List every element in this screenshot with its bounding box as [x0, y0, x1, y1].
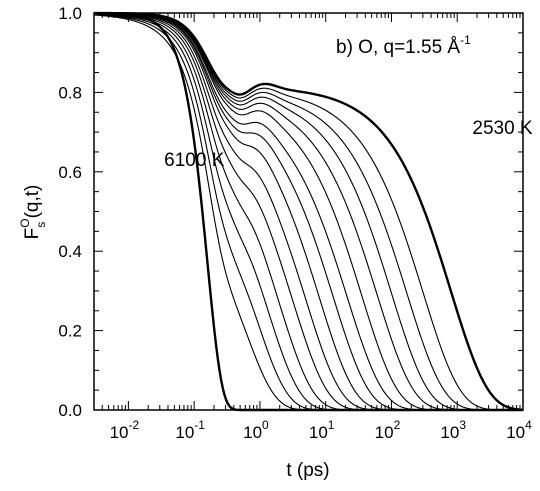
y-axis-title-sup: O — [18, 218, 32, 227]
y-axis-title-base: F — [22, 228, 43, 240]
y-tick-label: 1.0 — [58, 4, 82, 23]
y-axis-title-args: (q,t) — [22, 185, 43, 219]
curve-15 — [93, 11, 524, 411]
y-axis-title-sub: s — [34, 222, 48, 228]
x-tick-label: 100 — [243, 418, 269, 442]
y-tick-label: 0.2 — [58, 322, 82, 341]
panel-label-sup: -1 — [460, 33, 471, 47]
y-axis-title: FsO(q,t) — [18, 185, 48, 240]
x-tick-label: 103 — [440, 418, 466, 442]
y-tick-label: 0.4 — [58, 242, 82, 261]
y-tick-label: 0.0 — [58, 401, 82, 420]
x-tick-label: 104 — [506, 418, 532, 442]
x-tick-label: 102 — [375, 418, 401, 442]
label-2530k: 2530 K — [472, 118, 533, 139]
y-tick-label: 0.8 — [58, 83, 82, 102]
panel-label: b) O, q=1.55 Å-1 — [336, 33, 471, 58]
label-6100k: 6100 K — [164, 150, 225, 171]
y-tick-labels: 0.0 0.2 0.4 0.6 0.8 1.0 — [58, 4, 82, 420]
x-tick-labels: 10-2 10-1 100 101 102 103 104 — [110, 418, 533, 442]
x-tick-label: 10-2 — [110, 418, 140, 442]
y-tick-label: 0.6 — [58, 163, 82, 182]
panel-label-text: b) O, q=1.55 Å — [336, 37, 460, 58]
x-tick-label: 10-1 — [175, 418, 205, 442]
x-axis-title: t (ps) — [286, 460, 329, 481]
plot-frame — [93, 12, 524, 411]
x-tick-label: 101 — [309, 418, 335, 442]
